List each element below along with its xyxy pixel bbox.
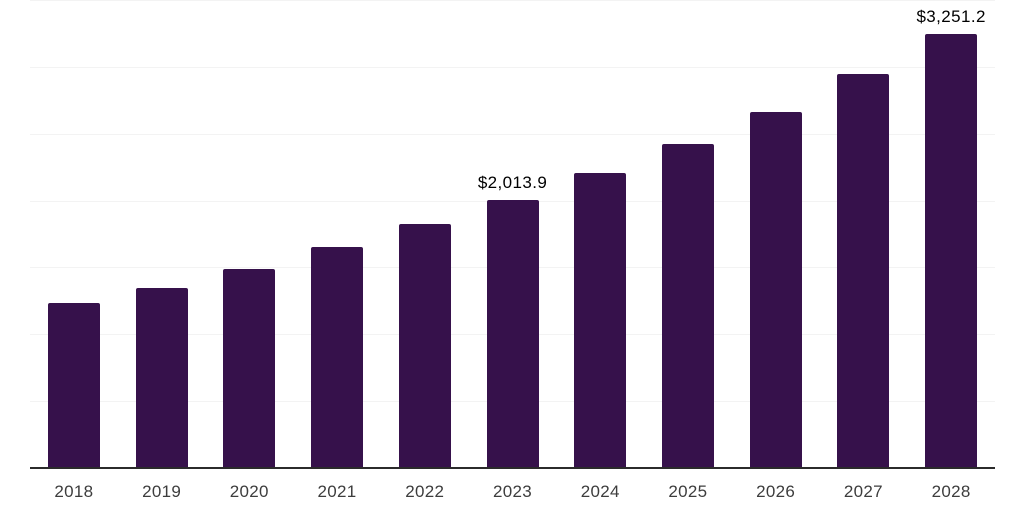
bar-2027 [837, 73, 890, 469]
gridline-2500 [30, 133, 995, 135]
x-tick-2022: 2022 [405, 482, 445, 501]
data-label-2023: $2,013.9 [477, 172, 548, 192]
bar-2026 [749, 111, 802, 469]
gridline-3000 [30, 66, 995, 68]
bar-2019 [135, 288, 188, 469]
bar-2022 [398, 223, 451, 469]
bar-2018 [47, 302, 100, 469]
x-tick-2027: 2027 [843, 482, 883, 501]
x-tick-2021: 2021 [317, 482, 357, 501]
x-tick-2025: 2025 [668, 482, 708, 501]
x-tick-2020: 2020 [229, 482, 269, 501]
x-tick-2018: 2018 [54, 482, 94, 501]
bar-2025 [661, 143, 714, 469]
plot-area: $2,013.9 $3,251.2 [30, 0, 995, 469]
x-tick-2028: 2028 [931, 482, 971, 501]
x-tick-2023: 2023 [492, 482, 532, 501]
x-axis-line [30, 467, 995, 469]
bar-2021 [311, 247, 364, 469]
bar-2028 [925, 34, 978, 469]
data-label-2028: $3,251.2 [916, 7, 986, 27]
bar-2024 [574, 172, 627, 469]
x-tick-2024: 2024 [580, 482, 620, 501]
x-tick-2026: 2026 [756, 482, 796, 501]
x-axis-labels: 2018 2019 2020 2021 2022 2023 2024 2025 2026 2027… [30, 482, 995, 504]
x-tick-2019: 2019 [142, 482, 182, 501]
bar-2023 [486, 199, 539, 469]
gridline-3500 [30, 0, 995, 1]
bar-2020 [223, 269, 276, 469]
